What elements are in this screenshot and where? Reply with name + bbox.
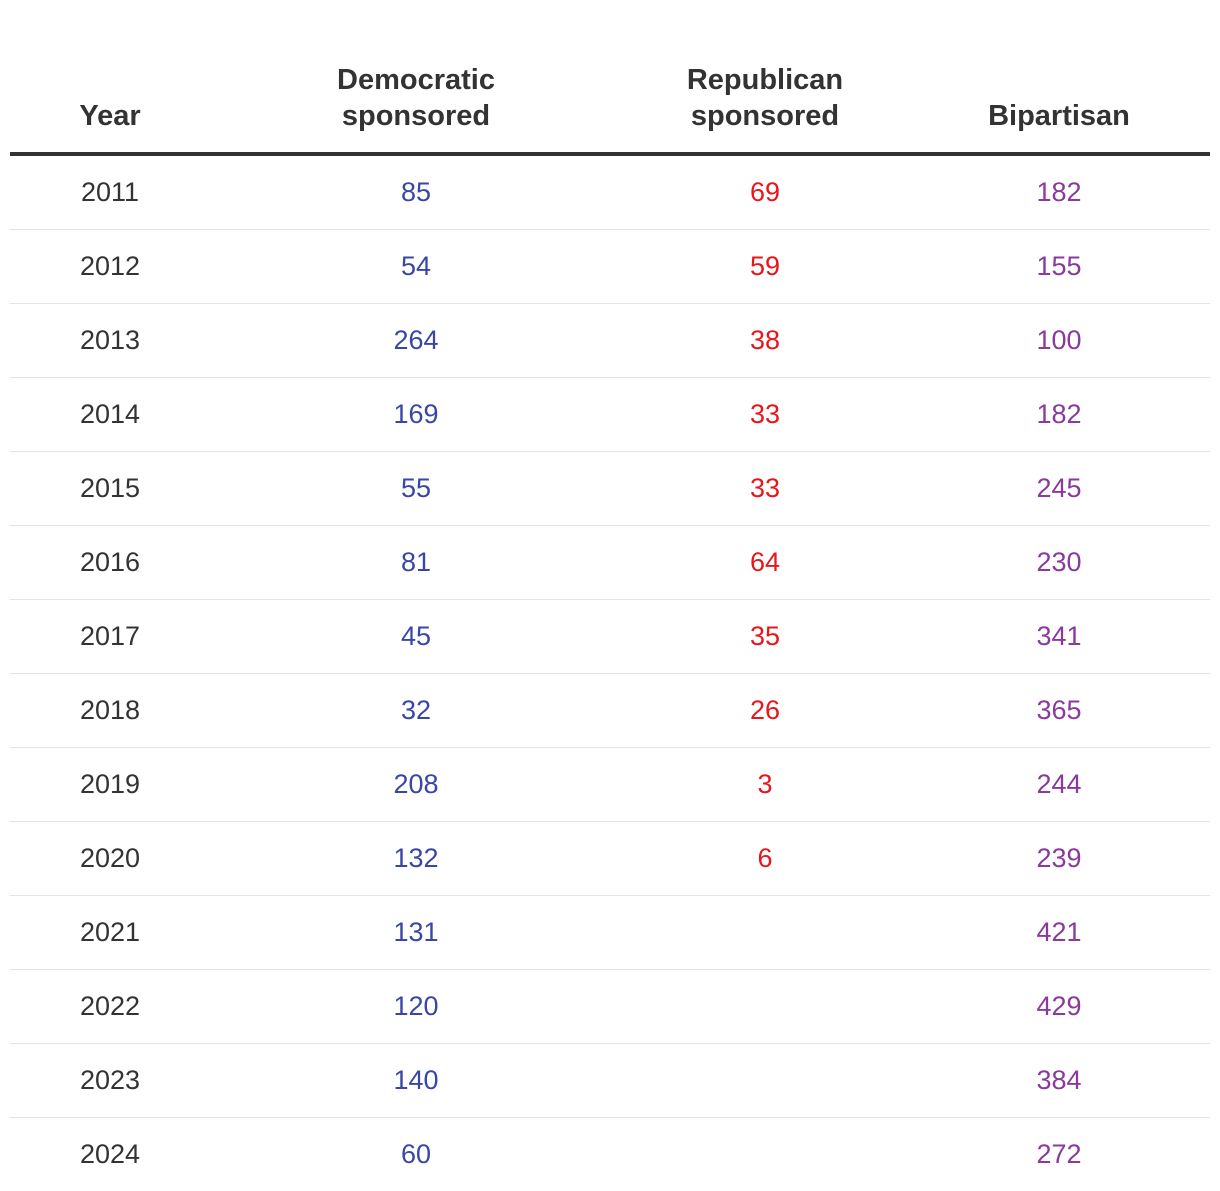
cell-dem: 45 [210,600,622,674]
cell-bip: 244 [908,748,1210,822]
cell-bip: 182 [908,378,1210,452]
cell-year: 2013 [10,304,210,378]
cell-dem: 54 [210,230,622,304]
cell-rep: 59 [622,230,908,304]
cell-bip: 182 [908,154,1210,230]
cell-rep [622,896,908,970]
cell-year: 2021 [10,896,210,970]
cell-dem: 55 [210,452,622,526]
cell-bip: 384 [908,1044,1210,1118]
column-header-rep-line: sponsored [622,98,908,134]
cell-bip: 230 [908,526,1210,600]
cell-year: 2011 [10,154,210,230]
cell-dem: 169 [210,378,622,452]
cell-rep: 69 [622,154,908,230]
column-header-dem-line: Democratic [210,62,622,98]
cell-rep: 3 [622,748,908,822]
cell-bip: 429 [908,970,1210,1044]
cell-rep [622,1044,908,1118]
cell-year: 2018 [10,674,210,748]
cell-rep: 26 [622,674,908,748]
cell-rep: 64 [622,526,908,600]
column-header-year-line: Year [10,98,210,134]
cell-bip: 245 [908,452,1210,526]
cell-dem: 131 [210,896,622,970]
cell-year: 2024 [10,1118,210,1191]
cell-bip: 272 [908,1118,1210,1191]
cell-year: 2020 [10,822,210,896]
cell-rep [622,970,908,1044]
cell-year: 2017 [10,600,210,674]
cell-year: 2014 [10,378,210,452]
cell-dem: 81 [210,526,622,600]
column-header-bip-line: Bipartisan [908,98,1210,134]
cell-dem: 132 [210,822,622,896]
cell-rep: 33 [622,452,908,526]
cell-rep: 6 [622,822,908,896]
column-header-bip: Bipartisan [908,0,1210,154]
cell-dem: 85 [210,154,622,230]
cell-rep: 35 [622,600,908,674]
cell-rep: 33 [622,378,908,452]
cell-dem: 264 [210,304,622,378]
cell-year: 2016 [10,526,210,600]
cell-dem: 32 [210,674,622,748]
cell-rep [622,1118,908,1191]
cell-dem: 120 [210,970,622,1044]
cell-year: 2023 [10,1044,210,1118]
cell-year: 2015 [10,452,210,526]
cell-bip: 341 [908,600,1210,674]
cell-bip: 421 [908,896,1210,970]
cell-dem: 208 [210,748,622,822]
column-header-dem-line: sponsored [210,98,622,134]
cell-dem: 140 [210,1044,622,1118]
column-header-rep-line: Republican [622,62,908,98]
cell-bip: 155 [908,230,1210,304]
cell-rep: 38 [622,304,908,378]
cell-dem: 60 [210,1118,622,1191]
cell-year: 2012 [10,230,210,304]
cell-bip: 239 [908,822,1210,896]
cell-year: 2022 [10,970,210,1044]
cell-bip: 100 [908,304,1210,378]
cell-year: 2019 [10,748,210,822]
cell-bip: 365 [908,674,1210,748]
column-header-year: Year [10,0,210,154]
